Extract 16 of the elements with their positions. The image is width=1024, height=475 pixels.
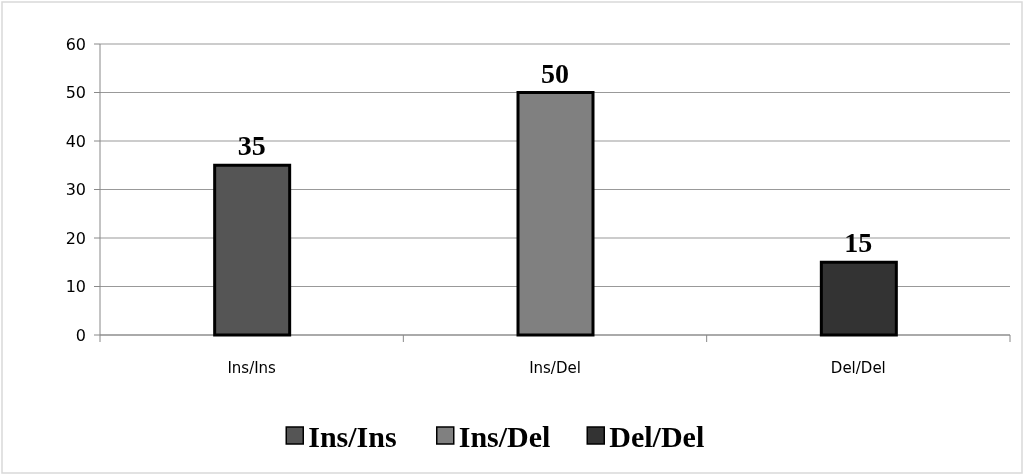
y-tick-label: 0 <box>75 325 86 345</box>
data-label: 50 <box>541 57 569 89</box>
x-tick-label: Del/Del <box>830 359 886 377</box>
legend-label: Ins/Del <box>458 419 551 453</box>
legend-label: Del/Del <box>609 419 705 453</box>
y-tick-label: 60 <box>65 34 86 54</box>
x-tick-label: Ins/Ins <box>227 359 277 377</box>
y-tick-label: 20 <box>65 228 86 248</box>
data-label: 35 <box>237 130 266 162</box>
y-tick-label: 30 <box>65 180 86 200</box>
y-tick-label: 40 <box>65 131 86 151</box>
y-tick-label: 50 <box>65 83 86 103</box>
legend-label: Ins/Ins <box>308 419 397 453</box>
x-tick-label: Ins/Del <box>529 359 581 377</box>
y-tick-label: 10 <box>65 277 86 297</box>
data-label: 15 <box>844 227 873 259</box>
